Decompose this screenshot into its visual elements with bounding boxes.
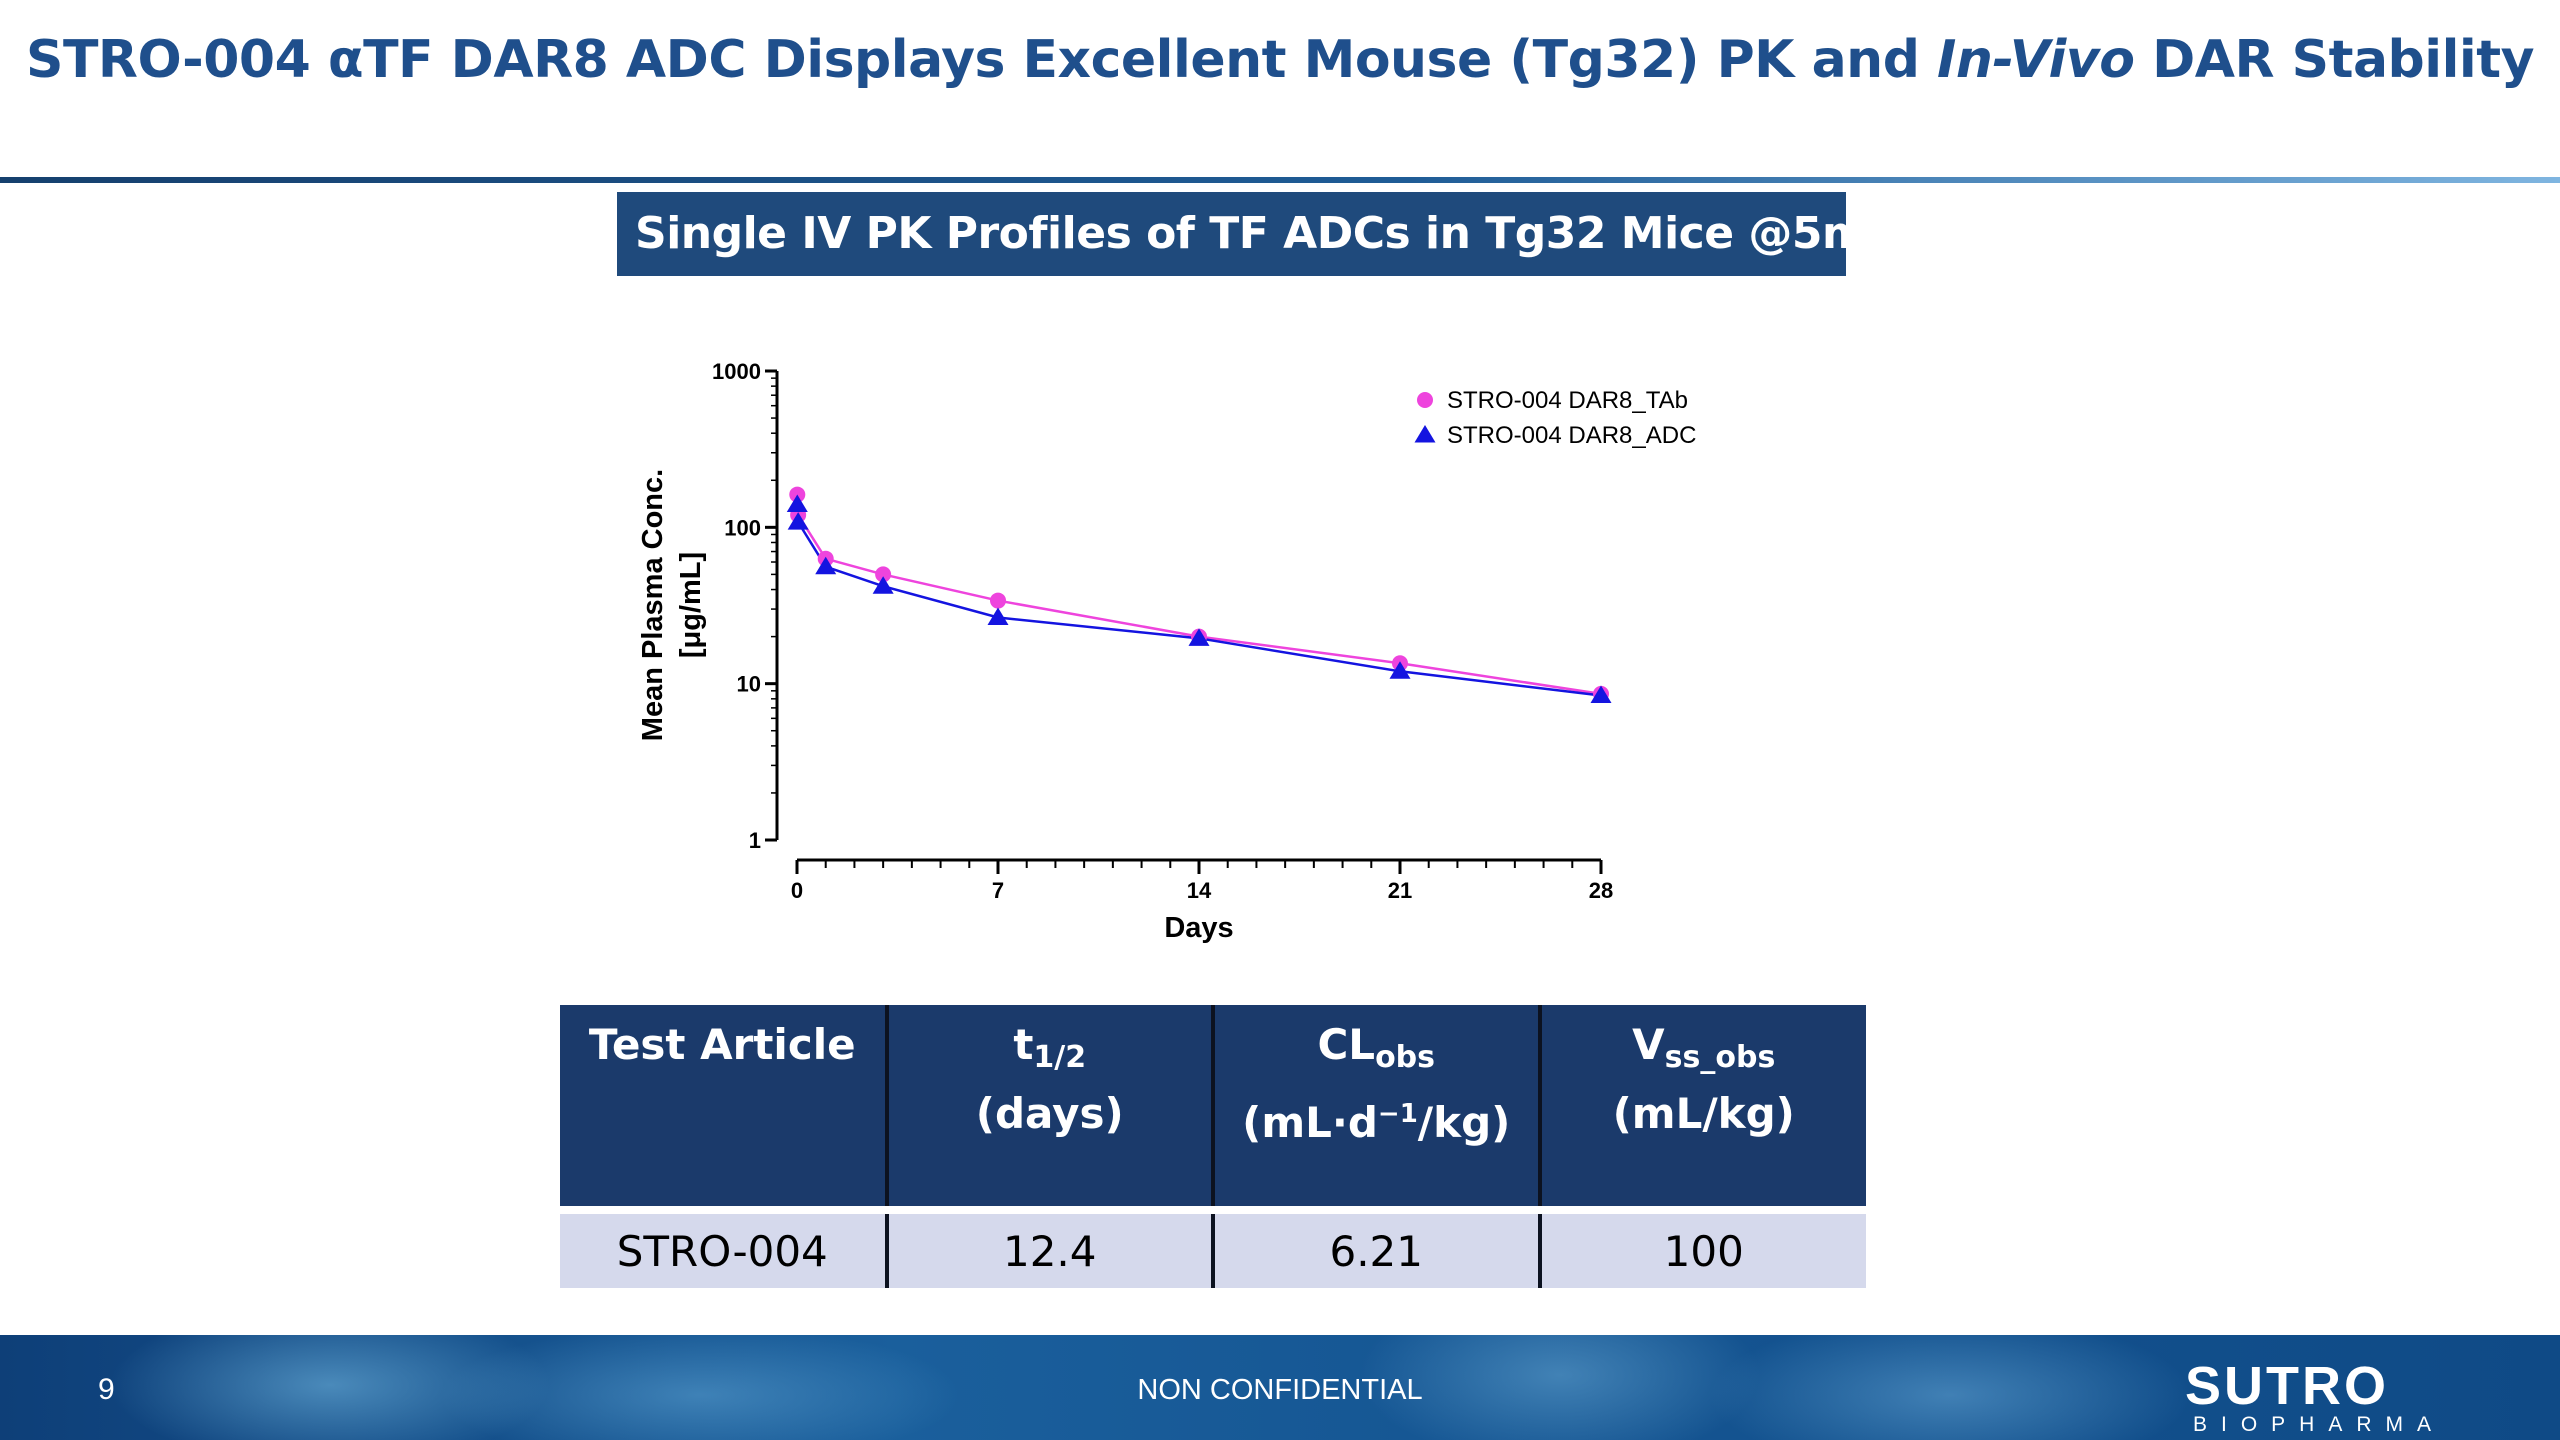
legend-marker: [1414, 425, 1436, 443]
title-part2: DAR Stability: [2134, 30, 2534, 90]
legend-marker: [1417, 392, 1433, 408]
x-tick-label: 28: [1589, 878, 1613, 903]
header-vss-obs: Vss_obs (mL/kg): [1537, 1005, 1866, 1206]
page-number: 9: [98, 1373, 115, 1406]
series-line-0: [796, 494, 1602, 696]
series-line-1: [796, 504, 1602, 697]
data-point-1: [1188, 628, 1210, 646]
header-test-article: Test Article: [560, 1005, 887, 1206]
cell-article: STRO-004: [560, 1214, 887, 1288]
data-point-1: [815, 556, 837, 575]
title-part1: STRO-004 αTF DAR8 ADC Displays Excellent…: [26, 30, 1938, 90]
footer-bar: 9 NON CONFIDENTIAL SUTRO BIOPHARMA: [0, 1335, 2560, 1440]
data-point-1: [872, 576, 894, 594]
header-cl-obs: CLobs (mL·d−1/kg): [1211, 1005, 1540, 1206]
cell-t-half: 12.4: [884, 1214, 1213, 1288]
legend-label: STRO-004 DAR8_ADC: [1447, 422, 1696, 449]
y-tick-label: 100: [724, 515, 761, 540]
y-tick-label: 10: [737, 672, 761, 697]
slide-title: STRO-004 αTF DAR8 ADC Displays Excellent…: [0, 30, 2560, 90]
sutro-logo: SUTRO BIOPHARMA: [2185, 1355, 2485, 1436]
data-point-1: [786, 494, 808, 512]
cell-cl-obs: 6.21: [1211, 1214, 1540, 1288]
confidentiality-label: NON CONFIDENTIAL: [1137, 1374, 1423, 1406]
y-tick-label: 1000: [712, 359, 761, 384]
title-italic: In-Vivo: [1937, 30, 2135, 90]
legend-label: STRO-004 DAR8_TAb: [1447, 387, 1688, 414]
header-t-half: t1/2 (days): [884, 1005, 1213, 1206]
chart-banner: Single IV PK Profiles of TF ADCs in Tg32…: [617, 192, 1928, 276]
x-tick-label: 0: [791, 878, 803, 903]
y-axis-title-line2: [μg/mL]: [675, 552, 707, 658]
data-point-0: [990, 592, 1006, 609]
title-divider: [0, 177, 2560, 183]
x-tick-label: 14: [1187, 878, 1212, 903]
x-tick-label: 21: [1388, 878, 1412, 903]
data-point-1: [787, 512, 809, 530]
pk-chart: 1 10 100 1000 0 7 14 21 28 Days Mean Plasma Conc.[…: [637, 359, 1696, 944]
data-point-0: [875, 566, 892, 583]
y-tick-label: 1: [749, 828, 761, 853]
cell-vss-obs: 100: [1537, 1214, 1866, 1288]
table-header-row: Test Article t1/2 (days) CLobs (mL·d−1/kg)…: [560, 1005, 1866, 1206]
data-point-1: [1389, 661, 1411, 679]
logo-wordmark: SUTRO: [2185, 1356, 2389, 1416]
pk-table: Test Article t1/2 (days) CLobs (mL·d−1/kg)…: [560, 1005, 1866, 1288]
y-axis-title-line1: Mean Plasma Conc.: [637, 469, 669, 741]
table-row: STRO-004 12.4 6.21 100: [560, 1214, 1866, 1288]
data-point-1: [987, 607, 1009, 625]
x-axis-title: Days: [1164, 912, 1233, 944]
data-point-1: [1590, 685, 1612, 704]
logo-subtitle: BIOPHARMA: [2193, 1413, 2446, 1436]
x-tick-label: 7: [992, 878, 1004, 903]
